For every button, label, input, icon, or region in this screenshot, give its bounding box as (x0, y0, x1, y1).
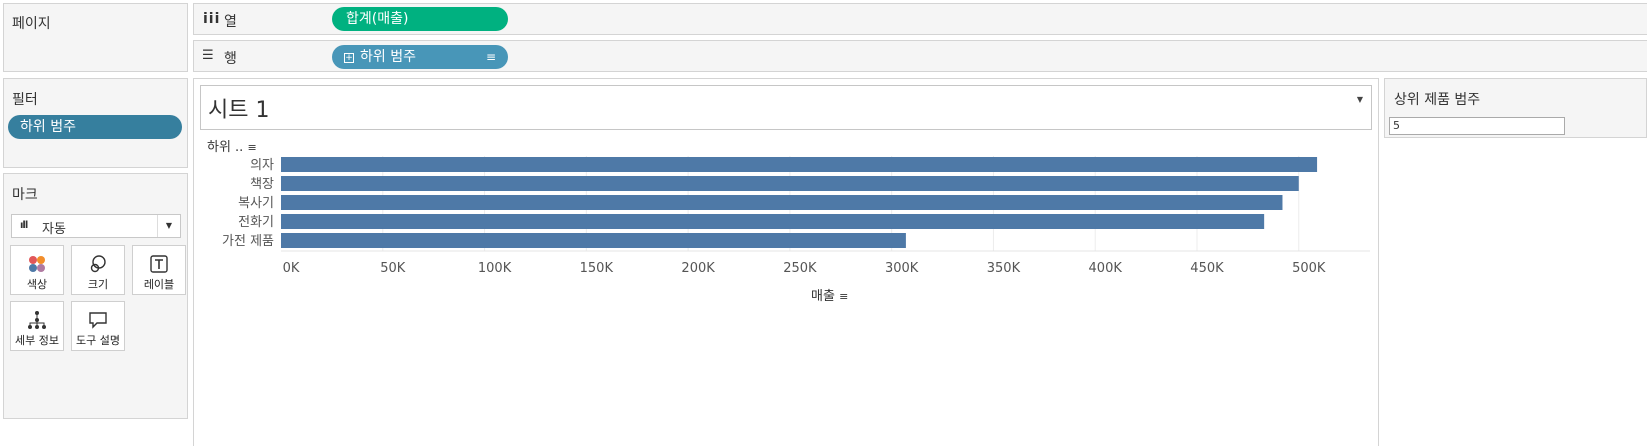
detail-tile[interactable]: 세부 정보 (10, 301, 64, 351)
color-icon (29, 256, 45, 272)
x-tick-label: 200K (681, 261, 715, 276)
size-icon (90, 255, 106, 273)
parameter-input[interactable]: 5 (1389, 117, 1565, 135)
row-header-label: 하위 .. (207, 140, 244, 155)
x-tick-label: 350K (987, 261, 1021, 276)
x-tick-label: 450K (1190, 261, 1224, 276)
chevron-down-icon[interactable]: ▼ (1356, 95, 1363, 104)
x-tick-label: 400K (1089, 261, 1123, 276)
x-tick-label: 150K (580, 261, 614, 276)
category-label[interactable]: 복사기 (238, 196, 274, 211)
label-icon (150, 255, 168, 273)
sort-icon[interactable]: ≡ (839, 290, 849, 303)
label-tile[interactable]: 레이블 (132, 245, 186, 295)
x-tick-label: 100K (478, 261, 512, 276)
tooltip-icon (89, 312, 107, 329)
x-tick-label: 0K (283, 261, 300, 276)
bar-chart-icon: ıll (20, 220, 28, 231)
marks-panel: 마크 ıll 자동 ▼ (3, 173, 188, 419)
worksheet-area (193, 78, 1379, 446)
sheet-title-box[interactable]: 시트 1 ▼ (200, 85, 1372, 130)
size-tile[interactable]: 크기 (71, 245, 125, 295)
expand-icon[interactable]: + (344, 53, 354, 63)
filter-pill-label: 하위 범주 (20, 119, 76, 135)
mark-type-select[interactable]: ıll 자동 ▼ (11, 214, 181, 238)
marks-title: 마크 (12, 187, 38, 203)
rows-pill-label: 하위 범주 (360, 49, 416, 65)
filter-pill[interactable]: 하위 범주 (8, 115, 182, 139)
rows-icon: ☰ (202, 48, 214, 63)
columns-pill[interactable]: 합계(매출) (332, 7, 508, 31)
sheet-title: 시트 1 (208, 98, 270, 123)
tick-labels: 0K 50K 100K 150K 200K 250K 300K 350K 400K 450K 500… (283, 261, 1326, 276)
tooltip-tile[interactable]: 도구 설명 (71, 301, 125, 351)
bar[interactable] (281, 176, 1299, 191)
category-label[interactable]: 책장 (250, 177, 274, 192)
x-axis-label: 매출 (811, 289, 835, 304)
chevron-down-icon[interactable]: ▼ (157, 215, 180, 237)
columns-icon: iii (203, 11, 221, 27)
category-label[interactable]: 전화기 (238, 215, 274, 230)
parameter-title: 상위 제품 범주 (1394, 92, 1481, 108)
bar[interactable] (281, 195, 1283, 210)
bars (281, 157, 1318, 248)
pages-title: 페이지 (12, 16, 51, 32)
parameter-value: 5 (1393, 119, 1400, 132)
columns-label: 열 (224, 14, 237, 30)
sort-icon[interactable]: ≡ (247, 141, 257, 154)
bar[interactable] (281, 157, 1318, 172)
x-tick-label: 300K (885, 261, 919, 276)
mark-type-value: 자동 (42, 222, 66, 237)
bar[interactable] (281, 233, 906, 248)
tooltip-tile-label: 도구 설명 (76, 334, 120, 347)
rows-label: 행 (224, 51, 237, 67)
label-tile-label: 레이블 (143, 278, 175, 291)
rows-pill[interactable]: + 하위 범주 ≡ (332, 45, 508, 69)
color-tile[interactable]: 색상 (10, 245, 64, 295)
detail-icon (28, 311, 46, 329)
category-label[interactable]: 의자 (250, 158, 274, 173)
parameter-panel: 상위 제품 범주 5 (1384, 78, 1647, 138)
category-label[interactable]: 가전 제품 (222, 234, 274, 249)
pages-panel[interactable]: 페이지 (3, 3, 188, 72)
row-header[interactable]: 하위 .. ≡ (207, 136, 257, 155)
columns-pill-label: 합계(매출) (346, 11, 409, 27)
bar[interactable] (281, 214, 1265, 229)
x-axis-title[interactable]: 매출 ≡ (811, 285, 848, 304)
x-tick-label: 50K (380, 261, 406, 276)
sort-icon[interactable]: ≡ (485, 50, 496, 64)
x-tick-label: 250K (783, 261, 817, 276)
detail-tile-label: 세부 정보 (15, 334, 59, 347)
size-tile-label: 크기 (87, 278, 109, 291)
filters-title: 필터 (12, 92, 38, 108)
x-tick-label: 500K (1292, 261, 1326, 276)
color-tile-label: 색상 (26, 278, 48, 291)
